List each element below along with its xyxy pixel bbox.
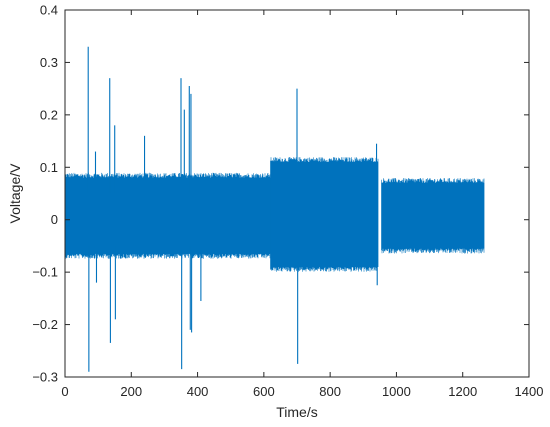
y-tick-label-1: −0.2 bbox=[32, 317, 58, 332]
tick-marks-layer bbox=[64, 9, 530, 378]
x-tick-labels: 0 200 400 600 800 1000 1200 1400 bbox=[61, 384, 543, 399]
x-tick-label-800: 800 bbox=[319, 384, 341, 399]
y-tick-label-7: 0.4 bbox=[40, 3, 58, 18]
y-tick-label-5: 0.2 bbox=[40, 107, 58, 122]
x-tick-label-0: 0 bbox=[61, 384, 68, 399]
signal-trace-layer bbox=[64, 46, 485, 372]
y-tick-labels: −0.3 −0.2 −0.1 0 0.1 0.2 0.3 0.4 bbox=[32, 3, 58, 385]
y-tick-label-6: 0.3 bbox=[40, 55, 58, 70]
y-tick-label-2: −0.1 bbox=[32, 265, 58, 280]
y-tick-label-0: −0.3 bbox=[32, 370, 58, 385]
x-tick-label-200: 200 bbox=[120, 384, 142, 399]
x-tick-label-400: 400 bbox=[187, 384, 209, 399]
signal-band-edge-2 bbox=[270, 157, 379, 272]
y-tick-label-4: 0.1 bbox=[40, 160, 58, 175]
x-tick-label-1000: 1000 bbox=[382, 384, 411, 399]
signal-band-edge-3 bbox=[381, 178, 485, 254]
y-axis-title: Voltage/V bbox=[7, 163, 23, 224]
x-tick-label-600: 600 bbox=[253, 384, 275, 399]
x-axis-title: Time/s bbox=[276, 404, 317, 420]
x-tick-label-1400: 1400 bbox=[515, 384, 544, 399]
x-tick-label-1200: 1200 bbox=[448, 384, 477, 399]
plot-area-border bbox=[64, 9, 530, 378]
y-tick-label-3: 0 bbox=[51, 212, 58, 227]
